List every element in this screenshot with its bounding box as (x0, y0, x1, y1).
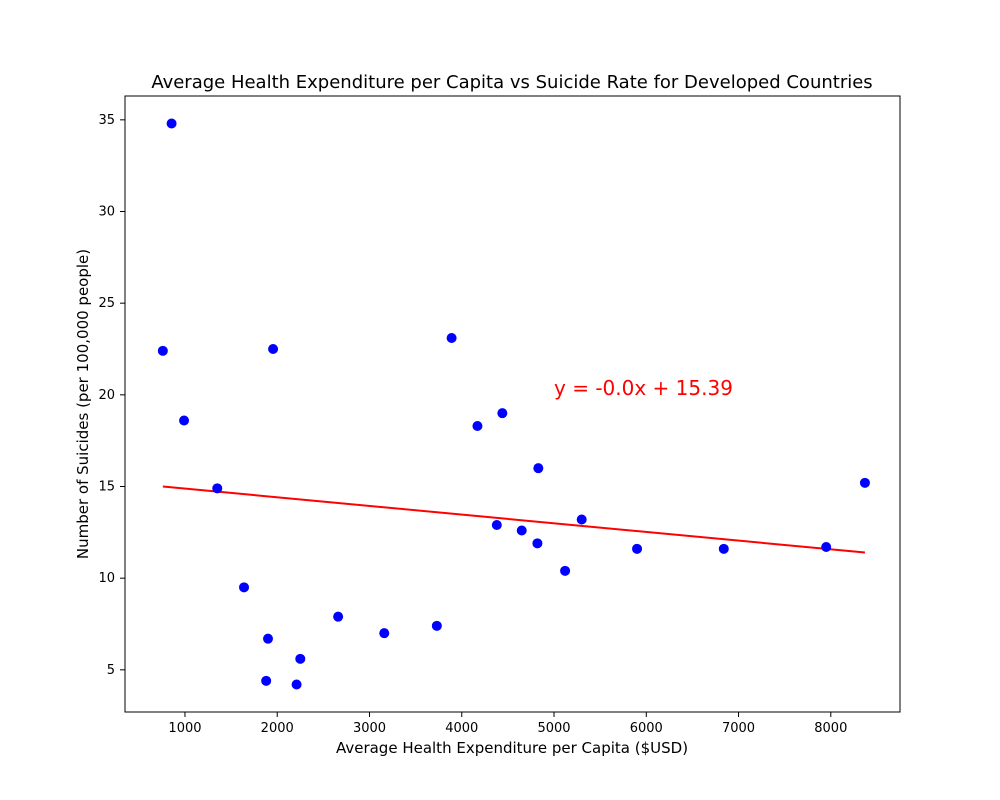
data-point (157, 345, 168, 356)
data-point (431, 620, 442, 631)
data-point (379, 628, 390, 639)
x-tick-label: 2000 (261, 721, 294, 736)
data-point (632, 543, 643, 554)
data-point (263, 633, 274, 644)
data-point (859, 477, 870, 488)
chart-title: Average Health Expenditure per Capita vs… (151, 72, 872, 93)
trend-line-layer (162, 485, 866, 554)
data-point (333, 611, 344, 622)
data-point (821, 542, 832, 552)
x-axis-ticks: 1000 2000 3000 4000 5000 6000 7000 8000 (168, 712, 847, 736)
y-tick-label: 10 (98, 571, 115, 586)
data-points-layer (157, 118, 870, 690)
y-axis-ticks: 5 10 15 20 25 30 35 (98, 113, 125, 678)
y-axis-label: Number of Suicides (per 100,000 people) (74, 249, 92, 559)
data-point (446, 333, 457, 343)
y-tick-label: 35 (98, 113, 115, 128)
data-point (532, 538, 543, 549)
data-point (718, 543, 729, 554)
y-tick-label: 20 (98, 388, 115, 403)
data-point (516, 525, 527, 536)
data-point (261, 675, 272, 686)
x-tick-label: 4000 (445, 721, 478, 736)
y-tick-label: 30 (98, 205, 115, 220)
data-point (576, 514, 587, 525)
data-point (491, 520, 502, 530)
x-tick-label: 8000 (814, 721, 847, 736)
x-tick-label: 7000 (722, 721, 755, 736)
data-point (166, 118, 177, 129)
data-point (472, 421, 483, 431)
x-tick-label: 5000 (537, 721, 570, 736)
trend-line (162, 485, 866, 554)
y-tick-label: 5 (107, 663, 115, 678)
data-point (239, 582, 250, 593)
x-tick-label: 6000 (630, 721, 663, 736)
regression-equation-annotation: y = -0.0x + 15.39 (554, 376, 733, 400)
data-point (533, 463, 544, 474)
plot-area (124, 95, 901, 713)
data-point (560, 565, 571, 576)
x-axis-label: Average Health Expenditure per Capita ($… (336, 739, 688, 757)
data-point (212, 483, 223, 494)
data-point (179, 415, 190, 426)
data-point (295, 653, 306, 664)
data-point (497, 408, 508, 419)
y-tick-label: 25 (98, 296, 115, 311)
x-tick-label: 1000 (168, 721, 201, 736)
data-point (268, 344, 279, 354)
y-tick-label: 15 (98, 480, 115, 495)
data-point (291, 679, 302, 690)
x-tick-label: 3000 (353, 721, 386, 736)
